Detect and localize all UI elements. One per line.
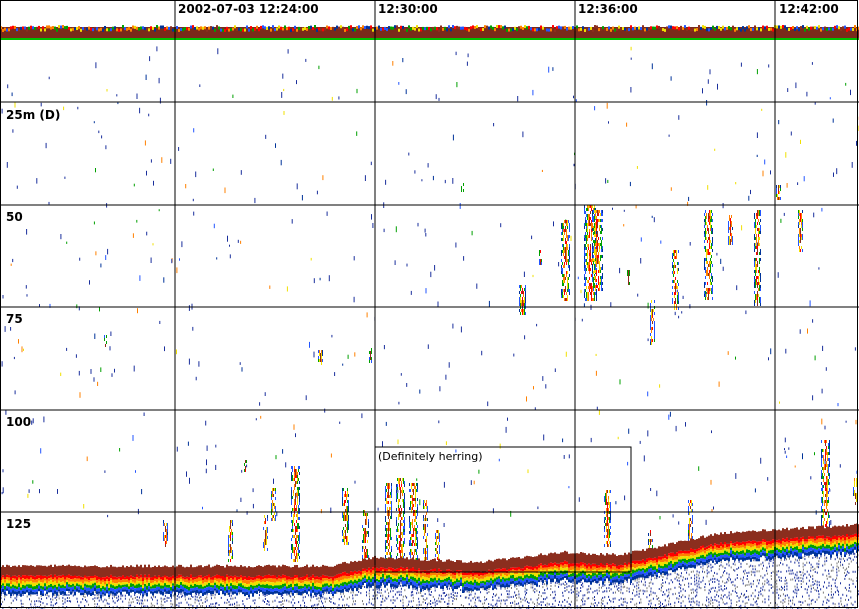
- depth-label-100: 100: [6, 415, 32, 429]
- annotation-box[interactable]: [374, 446, 632, 573]
- time-label-1236: 12:36:00: [578, 2, 638, 16]
- annotation-label: (Definitely herring): [378, 450, 483, 463]
- depth-label-25: 25m (D): [6, 108, 61, 122]
- fish-schools: [104, 183, 858, 567]
- time-label-1242: 12:42:00: [779, 2, 839, 16]
- depth-label-75: 75: [6, 312, 23, 326]
- echo-noise: [1, 46, 859, 527]
- surface-band: [0, 25, 859, 40]
- time-label-1224: 2002-07-03 12:24:00: [178, 2, 319, 16]
- depth-label-50: 50: [6, 210, 23, 224]
- depth-label-125: 125: [6, 517, 32, 531]
- time-label-1230: 12:30:00: [378, 2, 438, 16]
